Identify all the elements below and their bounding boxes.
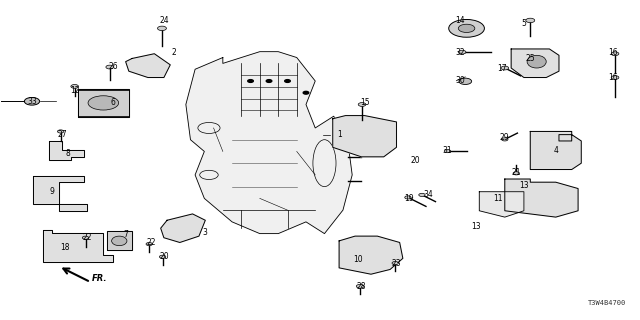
- Circle shape: [83, 236, 89, 239]
- Text: 13: 13: [519, 181, 529, 190]
- Text: 27: 27: [57, 130, 67, 139]
- Text: 21: 21: [511, 168, 521, 177]
- Circle shape: [449, 20, 484, 37]
- Text: 33: 33: [27, 97, 37, 106]
- Text: 8: 8: [66, 149, 70, 158]
- Text: 23: 23: [392, 259, 401, 268]
- Text: 15: 15: [360, 99, 369, 108]
- Circle shape: [58, 130, 64, 133]
- Text: 22: 22: [83, 233, 92, 242]
- Polygon shape: [161, 214, 205, 243]
- Circle shape: [356, 284, 364, 288]
- Circle shape: [159, 255, 166, 258]
- Text: 2: 2: [171, 48, 176, 57]
- Text: 20: 20: [159, 252, 169, 261]
- Circle shape: [157, 26, 166, 31]
- Polygon shape: [531, 132, 581, 170]
- Text: 4: 4: [554, 146, 558, 155]
- Circle shape: [303, 92, 308, 94]
- Polygon shape: [49, 141, 84, 160]
- Circle shape: [106, 65, 113, 69]
- Text: 20: 20: [411, 156, 420, 164]
- Text: T3W4B4700: T3W4B4700: [588, 300, 626, 306]
- Circle shape: [285, 80, 291, 82]
- Circle shape: [71, 84, 79, 88]
- Text: 11: 11: [493, 194, 503, 203]
- Text: 32: 32: [456, 48, 465, 57]
- Text: 6: 6: [111, 99, 115, 108]
- Circle shape: [444, 149, 451, 153]
- Text: 16: 16: [608, 73, 618, 82]
- Text: 5: 5: [522, 19, 526, 28]
- Text: 12: 12: [70, 86, 79, 95]
- Circle shape: [458, 50, 466, 54]
- Text: 31: 31: [443, 146, 452, 155]
- Circle shape: [611, 76, 619, 79]
- Ellipse shape: [527, 55, 546, 68]
- Ellipse shape: [88, 96, 118, 110]
- Circle shape: [513, 172, 520, 175]
- Text: 7: 7: [124, 230, 128, 239]
- Text: 10: 10: [353, 255, 363, 264]
- Text: 9: 9: [50, 187, 55, 196]
- Text: 1: 1: [337, 130, 342, 139]
- Polygon shape: [339, 236, 403, 274]
- Polygon shape: [33, 176, 88, 211]
- Text: 22: 22: [147, 238, 156, 247]
- Circle shape: [146, 243, 152, 246]
- Text: 3: 3: [203, 228, 208, 237]
- Circle shape: [526, 18, 535, 23]
- Circle shape: [611, 52, 619, 56]
- Circle shape: [459, 78, 472, 84]
- Text: 16: 16: [608, 48, 618, 57]
- Circle shape: [501, 66, 509, 70]
- Circle shape: [248, 80, 253, 82]
- Text: 26: 26: [108, 62, 118, 71]
- Text: 29: 29: [500, 133, 509, 142]
- Text: 24: 24: [159, 16, 169, 25]
- Polygon shape: [43, 230, 113, 261]
- Circle shape: [502, 138, 508, 141]
- Polygon shape: [78, 89, 129, 117]
- Text: 13: 13: [471, 222, 481, 231]
- Circle shape: [24, 98, 40, 105]
- Polygon shape: [479, 192, 524, 217]
- Text: 25: 25: [525, 54, 535, 63]
- Polygon shape: [511, 49, 559, 77]
- Circle shape: [266, 80, 272, 82]
- Text: 18: 18: [60, 243, 70, 252]
- Circle shape: [358, 103, 366, 106]
- Text: 14: 14: [456, 16, 465, 25]
- Circle shape: [458, 24, 475, 32]
- Text: 19: 19: [404, 194, 414, 203]
- Polygon shape: [505, 179, 578, 217]
- Circle shape: [404, 196, 411, 199]
- Polygon shape: [106, 231, 132, 251]
- Text: 28: 28: [356, 282, 366, 292]
- Circle shape: [419, 193, 425, 196]
- Circle shape: [392, 261, 398, 265]
- Text: 30: 30: [455, 76, 465, 85]
- Text: 17: 17: [497, 63, 506, 73]
- Text: FR.: FR.: [92, 274, 108, 283]
- Ellipse shape: [111, 236, 127, 246]
- Polygon shape: [333, 116, 396, 157]
- Polygon shape: [125, 54, 170, 77]
- Polygon shape: [186, 52, 352, 234]
- Text: 34: 34: [424, 190, 433, 199]
